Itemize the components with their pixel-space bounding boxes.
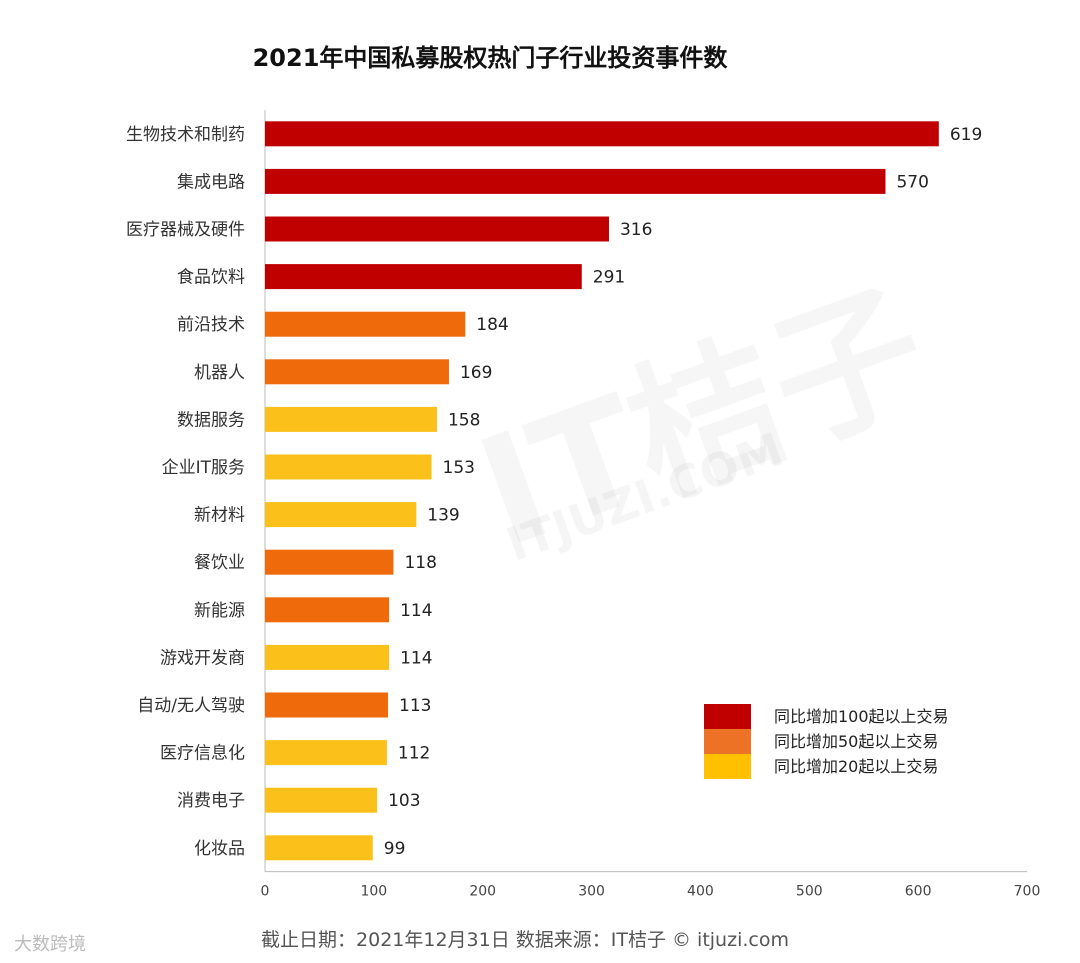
legend-swatch bbox=[704, 729, 751, 754]
bar bbox=[265, 311, 466, 337]
data-label: 112 bbox=[398, 744, 430, 764]
category-label: 医疗器械及硬件 bbox=[126, 220, 245, 240]
bar bbox=[265, 597, 390, 623]
footer-source: 截止日期：2021年12月31日 数据来源：IT桔子 © itjuzi.com bbox=[261, 929, 789, 951]
data-label: 291 bbox=[593, 268, 625, 288]
x-tick-label: 400 bbox=[687, 884, 714, 900]
data-label: 114 bbox=[400, 601, 432, 621]
category-label: 食品饮料 bbox=[177, 268, 245, 288]
category-label: 生物技术和制药 bbox=[126, 125, 245, 145]
bar bbox=[265, 168, 886, 194]
category-label: 机器人 bbox=[194, 363, 245, 383]
data-label: 619 bbox=[950, 125, 982, 145]
legend-label: 同比增加50起以上交易 bbox=[774, 732, 938, 751]
category-label: 消费电子 bbox=[177, 791, 245, 811]
corner-badge: 大数跨境 bbox=[14, 934, 86, 955]
bar bbox=[265, 121, 939, 147]
legend-label: 同比增加100起以上交易 bbox=[774, 707, 949, 726]
data-label: 153 bbox=[443, 458, 475, 478]
category-label: 化妆品 bbox=[194, 839, 245, 859]
bar bbox=[265, 406, 437, 432]
category-label: 新材料 bbox=[194, 506, 245, 526]
x-tick-label: 200 bbox=[469, 884, 496, 900]
bar bbox=[265, 549, 394, 575]
data-label: 113 bbox=[399, 696, 431, 716]
bar bbox=[265, 692, 389, 718]
bar bbox=[265, 835, 373, 861]
legend-swatch bbox=[704, 704, 751, 729]
category-label: 医疗信息化 bbox=[160, 744, 245, 764]
category-label: 前沿技术 bbox=[177, 315, 245, 335]
data-label: 99 bbox=[384, 839, 406, 859]
data-label: 114 bbox=[400, 648, 432, 668]
bar bbox=[265, 644, 390, 670]
category-label: 餐饮业 bbox=[194, 553, 245, 573]
legend-swatch bbox=[704, 754, 751, 779]
data-label: 118 bbox=[404, 553, 436, 573]
x-tick-label: 300 bbox=[578, 884, 605, 900]
x-tick-label: 100 bbox=[360, 884, 387, 900]
x-tick-label: 0 bbox=[261, 884, 270, 900]
category-label: 游戏开发商 bbox=[160, 648, 245, 668]
chart-title: 2021年中国私募股权热门子行业投资事件数 bbox=[252, 44, 728, 72]
bar bbox=[265, 454, 432, 480]
data-label: 169 bbox=[460, 363, 492, 383]
bar bbox=[265, 787, 378, 813]
category-label: 数据服务 bbox=[177, 410, 245, 430]
legend-label: 同比增加20起以上交易 bbox=[774, 757, 938, 776]
data-label: 316 bbox=[620, 220, 652, 240]
category-label: 企业IT服务 bbox=[162, 458, 245, 478]
bar bbox=[265, 502, 417, 528]
data-label: 158 bbox=[448, 410, 480, 430]
bar bbox=[265, 359, 449, 385]
data-label: 570 bbox=[896, 172, 928, 192]
bar-chart: 生物技术和制药 619 集成电路 570 医疗器械及硬件 316 食品饮料 291 前沿技术 18… bbox=[126, 110, 1041, 900]
category-label: 新能源 bbox=[194, 601, 245, 621]
category-label: 自动/无人驾驶 bbox=[137, 696, 245, 716]
data-label: 103 bbox=[388, 791, 420, 811]
x-tick-label: 500 bbox=[796, 884, 823, 900]
x-tick-label: 700 bbox=[1014, 884, 1041, 900]
data-label: 184 bbox=[476, 315, 508, 335]
bar bbox=[265, 264, 582, 290]
bar bbox=[265, 740, 387, 766]
category-label: 集成电路 bbox=[177, 172, 245, 192]
data-label: 139 bbox=[427, 506, 459, 526]
x-tick-label: 600 bbox=[905, 884, 932, 900]
bar bbox=[265, 216, 609, 242]
